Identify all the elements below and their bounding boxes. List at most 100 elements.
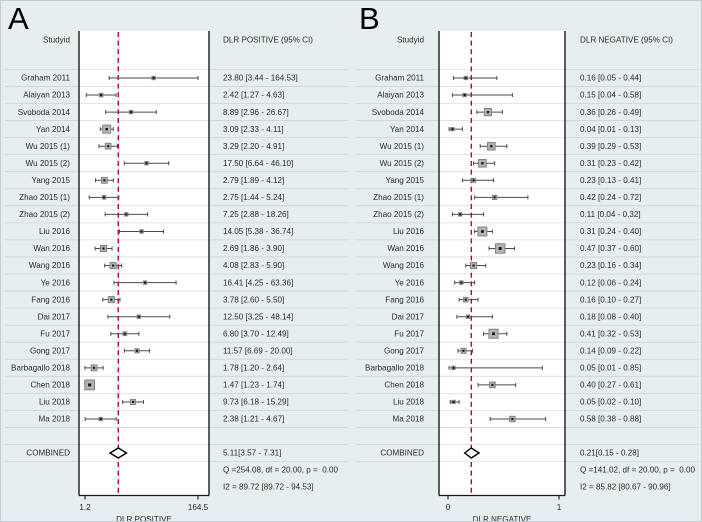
study-row: Wang 2016 4.08 [2.83 - 5.90] xyxy=(29,261,284,270)
study-name: Yan 2014 xyxy=(36,125,71,134)
study-name: Ma 2018 xyxy=(39,415,71,424)
estimate-text: 0.18 [0.08 - 0.40] xyxy=(580,312,641,321)
study-name: Gong 2017 xyxy=(30,346,71,355)
study-name: Fu 2017 xyxy=(40,329,70,338)
study-name: Zhao 2015 (2) xyxy=(373,210,424,219)
effect-marker-center xyxy=(129,111,133,114)
study-row: Fang 2016 3.78 [2.60 - 5.50] xyxy=(31,295,284,304)
study-name: Ye 2016 xyxy=(41,278,71,287)
study-name: Zhao 2015 (1) xyxy=(19,193,70,202)
study-row: Alaiyan 2013 2.42 [1.27 - 4.63] xyxy=(23,91,284,100)
study-row: Zhao 2015 (2) 7.25 [2.88 - 18.26] xyxy=(19,210,289,219)
effect-marker-center xyxy=(132,400,135,403)
estimate-text: 0.47 [0.37 - 0.60] xyxy=(580,244,641,253)
column-header-studyid: Studyid xyxy=(397,36,424,45)
estimate-text: 12.50 [3.25 - 48.14] xyxy=(223,312,293,321)
study-row: Liu 2016 0.31 [0.24 - 0.40] xyxy=(393,226,641,237)
effect-marker-center xyxy=(451,128,454,131)
estimate-text: 16.41 [4.25 - 63.36] xyxy=(223,278,293,287)
effect-marker-center xyxy=(93,366,96,369)
study-row: Svoboda 2014 0.36 [0.26 - 0.49] xyxy=(372,108,641,117)
combined-label: COMBINED xyxy=(26,449,70,458)
combined-estimate-text: 5.11[3.57 - 7.31] xyxy=(223,449,281,458)
study-row: Dai 2017 0.18 [0.08 - 0.40] xyxy=(392,312,642,321)
study-row: Liu 2016 14.05 [5.38 - 36.74] xyxy=(39,227,293,236)
study-row: Dai 2017 12.50 [3.25 - 48.14] xyxy=(38,312,294,321)
estimate-text: 0.42 [0.24 - 0.72] xyxy=(580,193,641,202)
effect-marker-center xyxy=(123,332,126,335)
effect-marker-center xyxy=(498,247,502,250)
effect-marker-center xyxy=(462,349,465,352)
estimate-text: 0.23 [0.13 - 0.41] xyxy=(580,176,641,185)
study-name: Ma 2018 xyxy=(393,415,425,424)
study-row: Wu 2015 (1) 3.29 [2.20 - 4.91] xyxy=(26,142,285,151)
study-name: Zhao 2015 (2) xyxy=(19,210,70,219)
study-name: Wu 2015 (2) xyxy=(26,159,71,168)
heterogeneity-stat: I2 = 85.82 [80.67 - 90.96] xyxy=(580,483,671,492)
estimate-text: 2.75 [1.44 - 5.24] xyxy=(223,193,284,202)
study-name: Barbagallo 2018 xyxy=(365,364,424,373)
effect-marker-center xyxy=(452,400,455,403)
column-header-studyid: Studyid xyxy=(43,36,70,45)
estimate-text: 0.11 [0.04 - 0.32] xyxy=(580,210,641,219)
effect-marker-center xyxy=(466,315,470,318)
estimate-text: 0.41 [0.32 - 0.53] xyxy=(580,329,641,338)
study-name: Svoboda 2014 xyxy=(372,108,425,117)
study-name: Ye 2016 xyxy=(395,278,425,287)
effect-marker-center xyxy=(511,417,514,421)
effect-marker-center xyxy=(99,417,102,421)
effect-marker-center xyxy=(486,111,490,114)
study-row: Yan 2014 0.04 [0.01 - 0.13] xyxy=(390,125,641,134)
estimate-text: 0.05 [0.01 - 0.85] xyxy=(580,364,641,373)
effect-marker-center xyxy=(105,127,108,131)
effect-marker-center xyxy=(460,281,463,284)
study-name: Alaiyan 2013 xyxy=(23,91,70,100)
study-name: Wang 2016 xyxy=(29,261,71,270)
effect-marker-center xyxy=(463,94,466,97)
study-name: Chen 2018 xyxy=(30,381,70,390)
effect-marker-center xyxy=(152,76,155,80)
estimate-text: 0.14 [0.09 - 0.22] xyxy=(580,346,641,355)
effect-marker-center xyxy=(472,179,475,182)
x-axis-title: DLR NEGATIVE xyxy=(473,515,532,522)
effect-marker-center xyxy=(491,383,494,386)
study-name: Dai 2017 xyxy=(392,312,425,321)
effect-marker-center xyxy=(135,349,139,352)
effect-marker-center xyxy=(490,145,493,148)
study-row: Zhao 2015 (1) 2.75 [1.44 - 5.24] xyxy=(19,193,284,202)
study-name: Fang 2016 xyxy=(385,295,424,304)
combined-diamond xyxy=(463,447,481,459)
estimate-text: 17.50 [6.64 - 46.10] xyxy=(223,159,293,168)
study-row: Alaiyan 2013 0.15 [0.04 - 0.58] xyxy=(377,91,641,100)
study-row: Wan 2016 0.47 [0.37 - 0.60] xyxy=(387,243,641,254)
estimate-text: 2.38 [1.21 - 4.67] xyxy=(223,415,284,424)
x-tick-label: 1.2 xyxy=(79,503,91,512)
effect-marker-center xyxy=(493,196,496,199)
study-row: Fu 2017 0.41 [0.32 - 0.53] xyxy=(394,328,641,339)
estimate-text: 0.16 [0.10 - 0.27] xyxy=(580,295,641,304)
effect-marker-center xyxy=(464,76,467,80)
effect-marker-center xyxy=(452,366,455,369)
study-name: Zhao 2015 (1) xyxy=(373,193,424,202)
row-gridlines xyxy=(356,69,699,462)
plot-area xyxy=(79,31,209,496)
study-name: Wan 2016 xyxy=(33,244,70,253)
column-header-estimates: DLR NEGATIVE (95% CI) xyxy=(580,36,673,45)
estimate-text: 0.39 [0.29 - 0.53] xyxy=(580,142,641,151)
heterogeneity-stat: Q =141.02, df = 20.00, p = 0.00 xyxy=(580,466,695,475)
study-name: Fang 2016 xyxy=(31,295,70,304)
study-row: Yang 2015 2.79 [1.89 - 4.12] xyxy=(31,176,284,185)
estimate-text: 2.69 [1.86 - 3.90] xyxy=(223,244,284,253)
study-row: Fang 2016 0.16 [0.10 - 0.27] xyxy=(385,295,641,304)
estimate-text: 0.23 [0.16 - 0.34] xyxy=(580,261,641,270)
study-name: Wu 2015 (1) xyxy=(380,142,425,151)
study-row: Graham 2011 23.80 [3.44 - 164.53] xyxy=(21,74,298,83)
study-name: Wu 2015 (2) xyxy=(380,159,425,168)
effect-marker-center xyxy=(110,298,113,301)
combined-label: COMBINED xyxy=(380,449,424,458)
study-row: Liu 2018 9.73 [6.18 - 15.29] xyxy=(39,398,289,407)
study-row: Wu 2015 (2) 17.50 [6.64 - 46.10] xyxy=(26,159,294,168)
estimate-text: 0.40 [0.27 - 0.61] xyxy=(580,381,641,390)
